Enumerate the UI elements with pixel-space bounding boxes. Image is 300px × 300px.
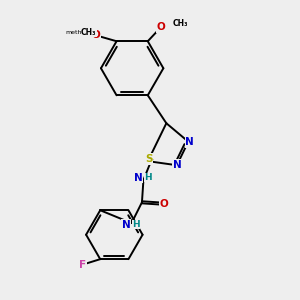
Text: F: F — [80, 260, 86, 269]
Text: O: O — [157, 22, 166, 32]
Text: S: S — [145, 154, 152, 164]
Text: N: N — [185, 137, 194, 147]
Text: CH₃: CH₃ — [81, 28, 96, 37]
Text: N: N — [173, 160, 182, 170]
Text: methoxy: methoxy — [66, 30, 93, 35]
Text: O: O — [92, 30, 100, 40]
Text: O: O — [160, 199, 169, 209]
Text: H: H — [144, 173, 152, 182]
Text: CH₃: CH₃ — [173, 20, 188, 28]
Text: N: N — [134, 172, 142, 183]
Text: H: H — [133, 220, 140, 229]
Text: N: N — [122, 220, 130, 230]
